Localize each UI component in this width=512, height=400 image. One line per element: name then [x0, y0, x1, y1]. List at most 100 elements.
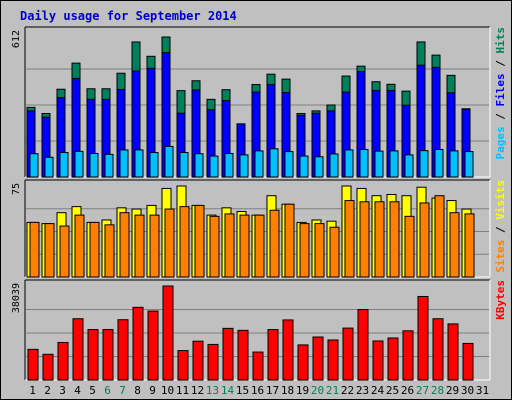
sites-bar [164, 208, 175, 278]
pages-bar [89, 152, 99, 178]
pages-bar [359, 148, 369, 178]
sites-bar [59, 225, 70, 278]
legend-hits-files-pages: Pages / Files / Hits [494, 27, 507, 160]
pages-bar [464, 151, 474, 178]
sites-bar [89, 221, 100, 278]
kbytes-bar [327, 339, 339, 381]
sites-bar [149, 214, 160, 278]
day-label: 1 [29, 384, 36, 397]
day-label: 26 [401, 384, 414, 397]
kbytes-bar [402, 330, 414, 381]
sites-bar [344, 200, 355, 278]
legend-visits-sites: Sites / Visits [494, 180, 507, 273]
kbytes-bar [147, 310, 159, 381]
day-label: 12 [191, 384, 204, 397]
kbytes-bar [162, 285, 174, 381]
day-label: 24 [371, 384, 385, 397]
day-label: 8 [134, 384, 141, 397]
day-label: 10 [161, 384, 174, 397]
kbytes-bar [177, 350, 189, 381]
day-label: 4 [74, 384, 81, 397]
kbytes-bar [72, 318, 84, 381]
pages-bar [164, 145, 174, 178]
pages-bar [239, 154, 249, 178]
day-label: 7 [119, 384, 126, 397]
legend-kbytes: KBytes [494, 280, 507, 320]
legend-item-sites: Sites [494, 240, 507, 273]
pages-bar [74, 150, 84, 178]
pages-bar [389, 150, 399, 178]
sites-bar [419, 202, 430, 278]
kbytes-bar [252, 351, 264, 381]
day-label: 28 [431, 384, 444, 397]
sites-bar [329, 226, 340, 278]
kbytes-bar [282, 319, 294, 381]
legend-item-files: Files [494, 73, 507, 106]
pages-bar [269, 148, 279, 178]
sites-bar [224, 213, 235, 278]
sites-bar [449, 212, 460, 278]
pages-bar [329, 153, 339, 178]
y-max-label: 612 [11, 30, 22, 48]
sites-bar [209, 215, 220, 278]
day-label: 5 [89, 384, 96, 397]
sites-bar [104, 224, 115, 278]
sites-bar [434, 195, 445, 278]
legend-item-hits: Hits [494, 27, 507, 54]
kbytes-bar [342, 327, 354, 381]
kbytes-bar [432, 318, 444, 381]
kbytes-bar [387, 337, 399, 381]
sites-bar [464, 213, 475, 278]
sites-bar [374, 201, 385, 278]
sites-bar [404, 215, 415, 278]
sites-bar [29, 221, 40, 278]
day-label: 9 [149, 384, 156, 397]
sites-bar [359, 201, 370, 278]
pages-bar [29, 153, 39, 178]
kbytes-bar [267, 329, 279, 381]
day-label: 30 [461, 384, 474, 397]
day-label: 13 [206, 384, 219, 397]
day-label: 19 [296, 384, 309, 397]
pages-bar [209, 155, 219, 178]
day-label: 29 [446, 384, 459, 397]
day-label: 3 [59, 384, 66, 397]
pages-bar [104, 153, 114, 178]
legend-separator: / [494, 220, 507, 240]
pages-bar [194, 153, 204, 178]
day-label: 17 [266, 384, 279, 397]
legend-separator: / [494, 54, 507, 74]
pages-bar [344, 149, 354, 178]
pages-bar [134, 149, 144, 178]
sites-bar [179, 206, 190, 278]
pages-bar [434, 148, 444, 178]
legend-item-visits: Visits [494, 180, 507, 220]
kbytes-bar [372, 340, 384, 381]
day-label: 25 [386, 384, 399, 397]
pages-bar [44, 156, 54, 178]
day-label: 2 [44, 384, 51, 397]
day-label: 11 [176, 384, 189, 397]
kbytes-bar [447, 323, 459, 381]
day-label: 31 [476, 384, 489, 397]
legend-item-kbytes: KBytes [494, 280, 507, 320]
pages-bar [449, 150, 459, 178]
sites-bar [119, 212, 130, 278]
kbytes-bar [297, 344, 309, 381]
sites-bar [74, 214, 85, 278]
kbytes-bar [117, 319, 129, 381]
kbytes-bar [27, 348, 39, 381]
kbytes-bar [237, 329, 249, 381]
day-label: 23 [356, 384, 369, 397]
day-label: 15 [236, 384, 249, 397]
day-label: 22 [341, 384, 354, 397]
day-label: 16 [251, 384, 264, 397]
day-label: 21 [326, 384, 339, 397]
sites-bar [389, 201, 400, 278]
kbytes-bar [312, 336, 324, 381]
day-label: 27 [416, 384, 429, 397]
sites-bar [254, 214, 265, 278]
legend-separator: / [494, 107, 507, 127]
day-label: 20 [311, 384, 324, 397]
sites-bar [239, 214, 250, 278]
